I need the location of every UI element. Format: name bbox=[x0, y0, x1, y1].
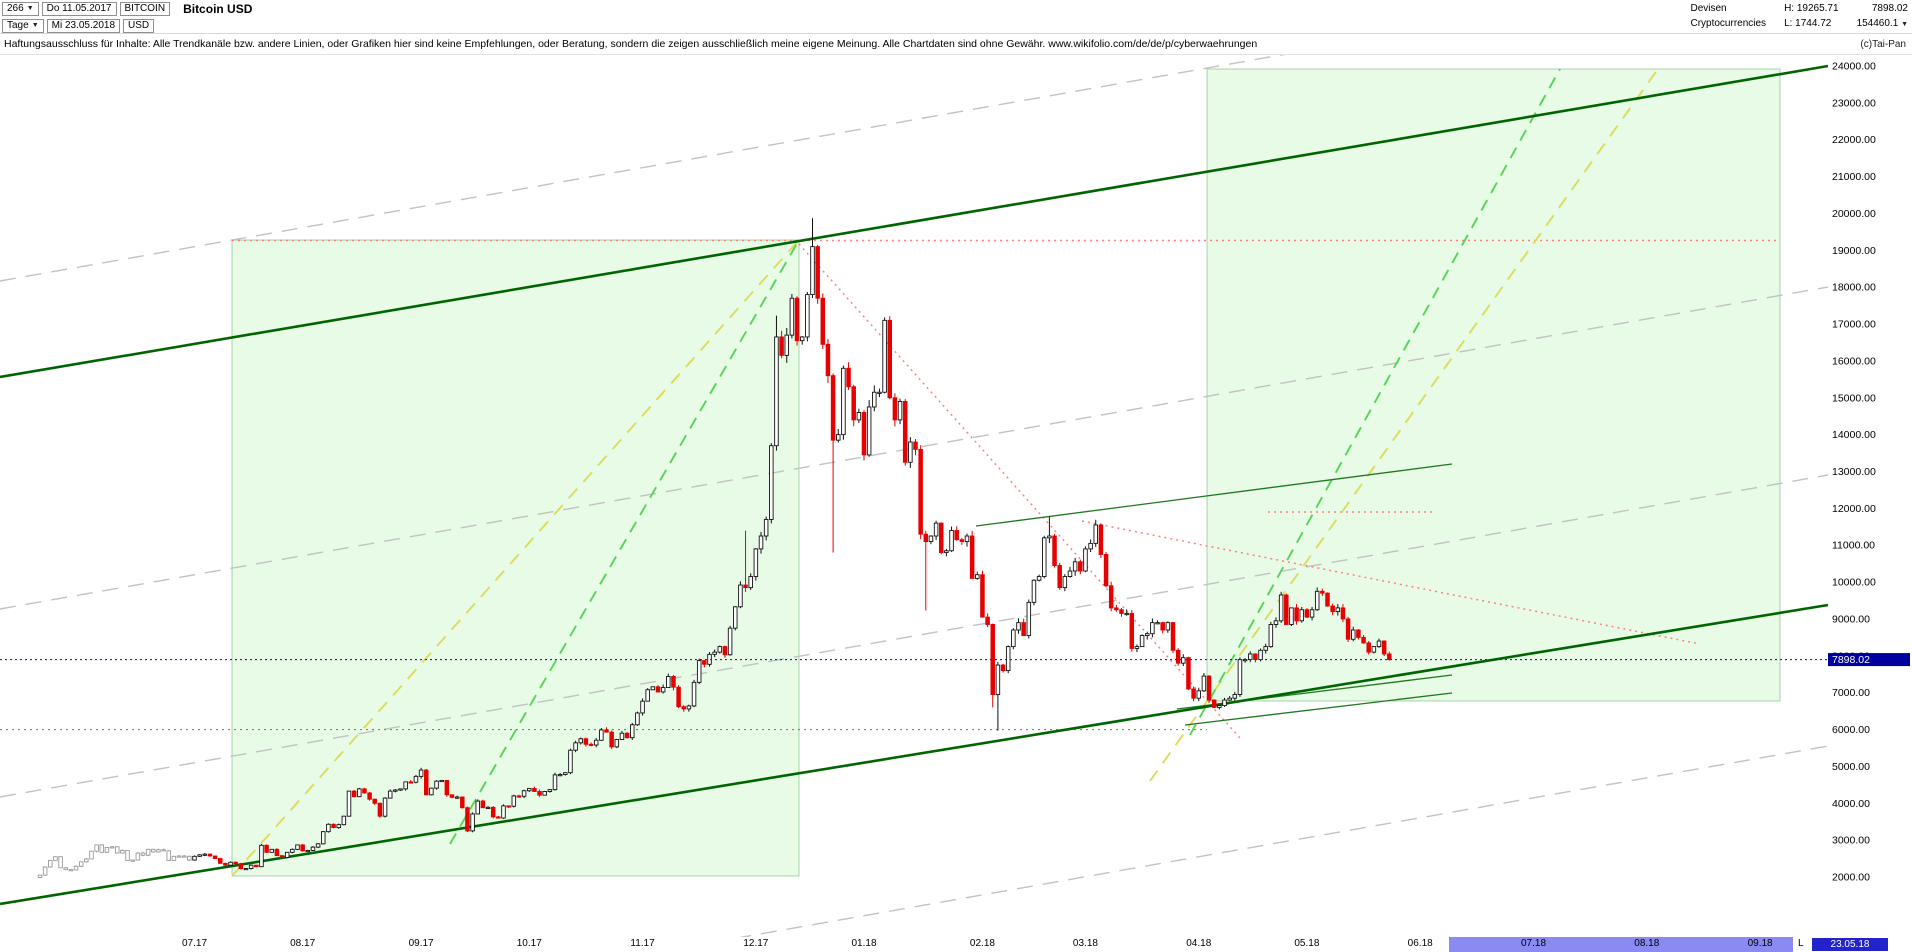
start-date-field[interactable]: Do 11.05.2017 bbox=[41, 1, 117, 16]
chart-canvas[interactable]: 24000.00 23000.00 22000.00 21000.00 20000.00… bbox=[0, 55, 1912, 937]
trend-zones bbox=[231, 68, 1781, 877]
time-axis: 07.17 08.17 09.17 10.17 11.17 12.17 01.18 02.18… bbox=[0, 937, 1912, 952]
time-axis-label: 10.17 bbox=[516, 938, 542, 949]
svg-text:12000.00: 12000.00 bbox=[1832, 503, 1876, 515]
period-select[interactable]: Tage ▼ bbox=[2, 18, 44, 33]
last-price-value: 7898.02 bbox=[1871, 3, 1908, 14]
svg-text:21000.00: 21000.00 bbox=[1832, 171, 1876, 183]
time-axis-label: 04.18 bbox=[1186, 938, 1212, 949]
trendlines-red-dotted bbox=[232, 239, 1780, 739]
last-price-readout: 7898.02 154460.1 ▼ bbox=[1857, 1, 1908, 31]
range-low-label: L: 1744.72 bbox=[1784, 18, 1832, 29]
svg-text:7898.02: 7898.02 bbox=[1832, 654, 1870, 666]
bars-count-value: 266 bbox=[7, 3, 24, 14]
trendlines-green-dashed bbox=[449, 68, 1561, 845]
currency-value: USD bbox=[128, 20, 150, 31]
toolbar-row-1: 266 ▼ Do 11.05.2017 BITCOIN Bitcoin USD bbox=[0, 0, 1912, 17]
svg-text:5000.00: 5000.00 bbox=[1832, 761, 1870, 773]
svg-text:11000.00: 11000.00 bbox=[1832, 540, 1875, 552]
last-date-chip: 23.05.18 bbox=[1812, 938, 1888, 951]
symbol-field[interactable]: BITCOIN bbox=[119, 1, 171, 16]
currency-field[interactable]: USD bbox=[123, 18, 155, 33]
price-axis-background bbox=[1828, 55, 1912, 937]
time-axis-label: 01.18 bbox=[851, 938, 877, 949]
svg-text:7000.00: 7000.00 bbox=[1832, 687, 1870, 699]
volume-readout[interactable]: 154460.1 ▼ bbox=[1857, 16, 1908, 31]
high-low-readout: H: 19265.71 L: 1744.72 bbox=[1784, 1, 1839, 31]
time-axis-label: 06.18 bbox=[1407, 938, 1433, 949]
svg-text:9000.00: 9000.00 bbox=[1832, 613, 1870, 625]
time-axis-label: 07.17 bbox=[181, 938, 208, 949]
time-axis-label: 02.18 bbox=[969, 938, 995, 949]
svg-text:16000.00: 16000.00 bbox=[1832, 355, 1876, 367]
candlestick-chart[interactable]: 24000.00 23000.00 22000.00 21000.00 20000.00… bbox=[0, 55, 1912, 937]
start-date-value: Do 11.05.2017 bbox=[46, 3, 112, 14]
market-subcategory-label: Cryptocurrencies bbox=[1690, 18, 1767, 29]
disclaimer-bar: Haftungsausschluss für Inhalte: Alle Tre… bbox=[0, 34, 1912, 55]
price-axis: 24000.00 23000.00 22000.00 21000.00 20000.00… bbox=[1832, 61, 1876, 884]
toolbar: 266 ▼ Do 11.05.2017 BITCOIN Bitcoin USD … bbox=[0, 0, 1912, 34]
svg-text:13000.00: 13000.00 bbox=[1832, 466, 1876, 478]
svg-text:6000.00: 6000.00 bbox=[1832, 724, 1870, 736]
volume-value: 154460.1 bbox=[1856, 18, 1899, 29]
svg-text:23000.00: 23000.00 bbox=[1832, 97, 1876, 109]
time-axis-label: 08.17 bbox=[290, 938, 316, 949]
svg-text:14000.00: 14000.00 bbox=[1832, 429, 1876, 441]
svg-text:19000.00: 19000.00 bbox=[1832, 245, 1876, 257]
future-period-highlight bbox=[1449, 937, 1793, 952]
disclaimer-text: Haftungsausschluss für Inhalte: Alle Tre… bbox=[4, 38, 1258, 50]
svg-text:2000.00: 2000.00 bbox=[1832, 872, 1870, 884]
svg-text:17000.00: 17000.00 bbox=[1832, 319, 1876, 331]
trendlines-yellow-dashed bbox=[231, 68, 1659, 877]
market-label: Devisen bbox=[1690, 3, 1727, 14]
svg-text:20000.00: 20000.00 bbox=[1832, 208, 1876, 220]
bars-count-select[interactable]: 266 ▼ bbox=[2, 1, 39, 16]
time-axis-label: 09.18 bbox=[1747, 938, 1773, 949]
time-axis-label: 05.18 bbox=[1294, 938, 1320, 949]
last-bar-marker: L bbox=[1798, 938, 1804, 949]
page-title: Bitcoin USD bbox=[183, 1, 253, 16]
market-category: Devisen Cryptocurrencies bbox=[1690, 1, 1766, 31]
time-axis-label: 08.18 bbox=[1634, 938, 1660, 949]
time-axis-label: 07.18 bbox=[1520, 938, 1547, 949]
svg-text:4000.00: 4000.00 bbox=[1832, 798, 1870, 810]
svg-text:15000.00: 15000.00 bbox=[1832, 392, 1876, 404]
time-axis-label: 09.17 bbox=[408, 938, 434, 949]
period-value: Tage bbox=[7, 20, 29, 31]
svg-text:3000.00: 3000.00 bbox=[1832, 835, 1870, 847]
chevron-down-icon: ▼ bbox=[31, 21, 39, 29]
trendlines-channel bbox=[0, 64, 1829, 906]
time-axis-label: 03.18 bbox=[1072, 938, 1098, 949]
end-date-value: Mi 23.05.2018 bbox=[51, 20, 116, 31]
svg-text:10000.00: 10000.00 bbox=[1832, 577, 1876, 589]
quote-info-panel: Devisen Cryptocurrencies H: 19265.71 L: … bbox=[1690, 1, 1908, 31]
end-date-field[interactable]: Mi 23.05.2018 bbox=[46, 18, 121, 33]
symbol-value: BITCOIN bbox=[124, 3, 166, 14]
svg-text:22000.00: 22000.00 bbox=[1832, 134, 1876, 146]
candles-layer bbox=[37, 218, 1392, 879]
svg-text:24000.00: 24000.00 bbox=[1832, 61, 1876, 73]
svg-text:18000.00: 18000.00 bbox=[1832, 282, 1876, 294]
toolbar-row-2: Tage ▼ Mi 23.05.2018 USD bbox=[0, 17, 1912, 34]
current-price-chip: 7898.02 bbox=[1828, 653, 1910, 667]
range-high-label: H: 19265.71 bbox=[1784, 3, 1839, 14]
copyright-label: (c)Tai-Pan bbox=[1860, 38, 1906, 50]
chevron-down-icon: ▼ bbox=[1901, 21, 1908, 28]
time-axis-label: 11.17 bbox=[630, 938, 655, 949]
time-axis-label: 12.17 bbox=[743, 938, 769, 949]
chevron-down-icon: ▼ bbox=[26, 4, 34, 12]
